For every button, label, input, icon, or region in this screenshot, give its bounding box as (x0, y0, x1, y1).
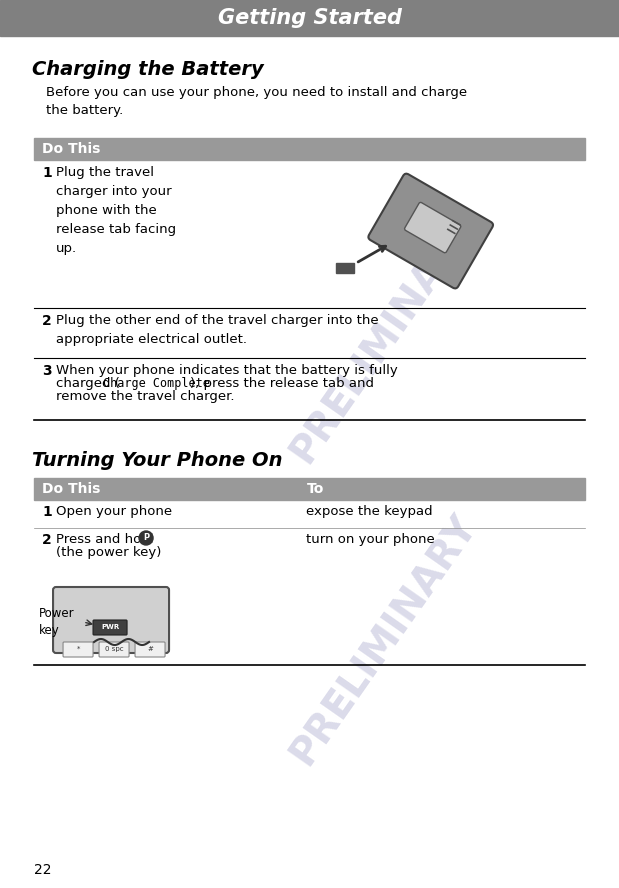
Bar (34, 138, 585, 160)
Text: PWR: PWR (101, 624, 119, 630)
Text: *: * (76, 646, 80, 652)
Text: PRELIMINARY: PRELIMINARY (284, 507, 484, 772)
Text: Charging the Battery: Charging the Battery (32, 60, 264, 80)
Text: expose the keypad: expose the keypad (306, 505, 433, 518)
Text: Do This: Do This (42, 482, 100, 496)
Text: 1: 1 (42, 505, 52, 519)
Text: (the power key): (the power key) (56, 546, 162, 559)
Text: Plug the travel
charger into your
phone with the
release tab facing
up.: Plug the travel charger into your phone … (56, 166, 176, 255)
Text: #: # (147, 646, 153, 652)
Text: 0 spc: 0 spc (105, 646, 123, 652)
Text: 3: 3 (42, 364, 51, 378)
Text: Do This: Do This (42, 142, 100, 156)
Text: Open your phone: Open your phone (56, 505, 172, 518)
Bar (34, 478, 585, 500)
Text: Turning Your Phone On: Turning Your Phone On (32, 450, 282, 470)
Text: PRELIMINARY: PRELIMINARY (284, 205, 484, 470)
Text: Power
key: Power key (39, 607, 75, 637)
Text: charged (: charged ( (56, 377, 120, 390)
Text: Before you can use your phone, you need to install and charge
the battery.: Before you can use your phone, you need … (46, 86, 467, 117)
Text: 2: 2 (42, 314, 52, 328)
Text: remove the travel charger.: remove the travel charger. (56, 390, 235, 403)
FancyBboxPatch shape (63, 642, 93, 657)
Text: Getting Started: Getting Started (217, 8, 402, 28)
Text: turn on your phone: turn on your phone (306, 533, 435, 546)
FancyBboxPatch shape (405, 202, 461, 253)
FancyBboxPatch shape (53, 587, 169, 653)
Circle shape (139, 531, 153, 545)
FancyBboxPatch shape (368, 174, 493, 289)
Text: To: To (306, 482, 324, 496)
Text: Press and hold: Press and hold (56, 533, 158, 546)
Text: When your phone indicates that the battery is fully: When your phone indicates that the batte… (56, 364, 398, 377)
Text: ), press the release tab and: ), press the release tab and (190, 377, 374, 390)
Text: Charge Complete: Charge Complete (103, 377, 210, 390)
Text: P: P (143, 534, 149, 543)
Bar (0, 0, 619, 36)
Text: Plug the other end of the travel charger into the
appropriate electrical outlet.: Plug the other end of the travel charger… (56, 314, 379, 346)
FancyBboxPatch shape (99, 642, 129, 657)
Text: 1: 1 (42, 166, 52, 180)
FancyBboxPatch shape (93, 620, 127, 635)
Text: 2: 2 (42, 533, 52, 547)
FancyBboxPatch shape (135, 642, 165, 657)
Text: 22: 22 (34, 863, 51, 877)
Bar (335, 263, 353, 274)
